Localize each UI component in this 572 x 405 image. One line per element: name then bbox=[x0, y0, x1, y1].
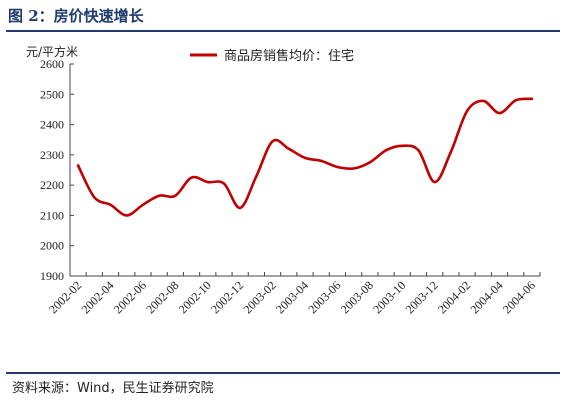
legend: 商品房销售均价：住宅 bbox=[190, 48, 354, 64]
figure-title: 图 2：房价快速增长 bbox=[8, 7, 144, 25]
x-tick-label: 2003-02 bbox=[241, 278, 279, 316]
y-tick-label: 2100 bbox=[40, 208, 64, 222]
data-point bbox=[384, 149, 388, 152]
y-tick-label: 2400 bbox=[40, 118, 64, 132]
x-tick-label: 2003-10 bbox=[370, 278, 408, 316]
data-point bbox=[271, 140, 274, 143]
x-tick-label: 2003-12 bbox=[403, 278, 441, 316]
legend-label: 商品房销售均价：住宅 bbox=[224, 48, 354, 64]
x-tick-label: 2002-06 bbox=[111, 278, 149, 316]
data-point bbox=[449, 150, 453, 154]
x-tick-label: 2003-08 bbox=[338, 278, 376, 316]
x-tick-label: 2002-02 bbox=[46, 278, 84, 316]
data-point bbox=[174, 194, 177, 197]
data-point bbox=[433, 180, 436, 184]
bottom-rule bbox=[6, 372, 560, 374]
y-tick-label: 2600 bbox=[40, 57, 64, 71]
series-group bbox=[76, 97, 534, 217]
x-tick-label: 2003-04 bbox=[273, 278, 311, 316]
y-tick-label: 2300 bbox=[40, 148, 64, 162]
x-tick-label: 2002-12 bbox=[208, 278, 246, 316]
data-point bbox=[238, 206, 242, 210]
data-point bbox=[352, 167, 355, 170]
x-tick-label: 2002-08 bbox=[143, 278, 181, 316]
data-point bbox=[206, 180, 209, 184]
data-point bbox=[303, 156, 307, 160]
data-point bbox=[125, 214, 128, 217]
x-tick-label: 2004-02 bbox=[435, 278, 473, 316]
x-tick-label: 2004-04 bbox=[467, 278, 505, 316]
source-note: 资料来源：Wind，民生证券研究院 bbox=[12, 381, 214, 396]
data-point bbox=[336, 165, 339, 169]
top-rule bbox=[6, 30, 560, 32]
y-tick-label: 2200 bbox=[40, 178, 64, 192]
data-point bbox=[222, 182, 226, 185]
data-point bbox=[482, 99, 485, 103]
data-point bbox=[530, 97, 534, 101]
line-chart: 元/平方米 1900 2000 2100 2200 2300 2400 2500 2600 2… bbox=[26, 44, 541, 316]
y-axis: 1900 2000 2100 2200 2300 2400 2500 2600 bbox=[40, 57, 74, 283]
data-point bbox=[255, 174, 258, 178]
data-point bbox=[465, 109, 469, 113]
data-point bbox=[368, 161, 372, 164]
y-tick-label: 2000 bbox=[40, 239, 64, 253]
data-point bbox=[498, 111, 501, 115]
data-point bbox=[514, 99, 517, 102]
x-tick-label: 2003-06 bbox=[305, 278, 343, 316]
y-tick-label: 1900 bbox=[40, 269, 64, 283]
data-point bbox=[287, 147, 290, 150]
data-point bbox=[109, 203, 112, 207]
x-axis: 2002-022002-042002-062002-082002-102002-… bbox=[46, 272, 541, 316]
data-point bbox=[141, 203, 145, 207]
data-point bbox=[93, 196, 96, 199]
data-point bbox=[417, 149, 420, 152]
data-point bbox=[401, 144, 404, 147]
data-point bbox=[157, 194, 161, 197]
y-tick-label: 2500 bbox=[40, 87, 64, 101]
data-point bbox=[190, 176, 193, 179]
data-point bbox=[76, 164, 80, 167]
data-point bbox=[320, 159, 323, 163]
x-tick-label: 2002-10 bbox=[176, 278, 214, 316]
y-axis-title: 元/平方米 bbox=[26, 44, 78, 59]
x-tick-label: 2002-04 bbox=[78, 278, 116, 316]
x-tick-label: 2004-06 bbox=[500, 278, 538, 316]
